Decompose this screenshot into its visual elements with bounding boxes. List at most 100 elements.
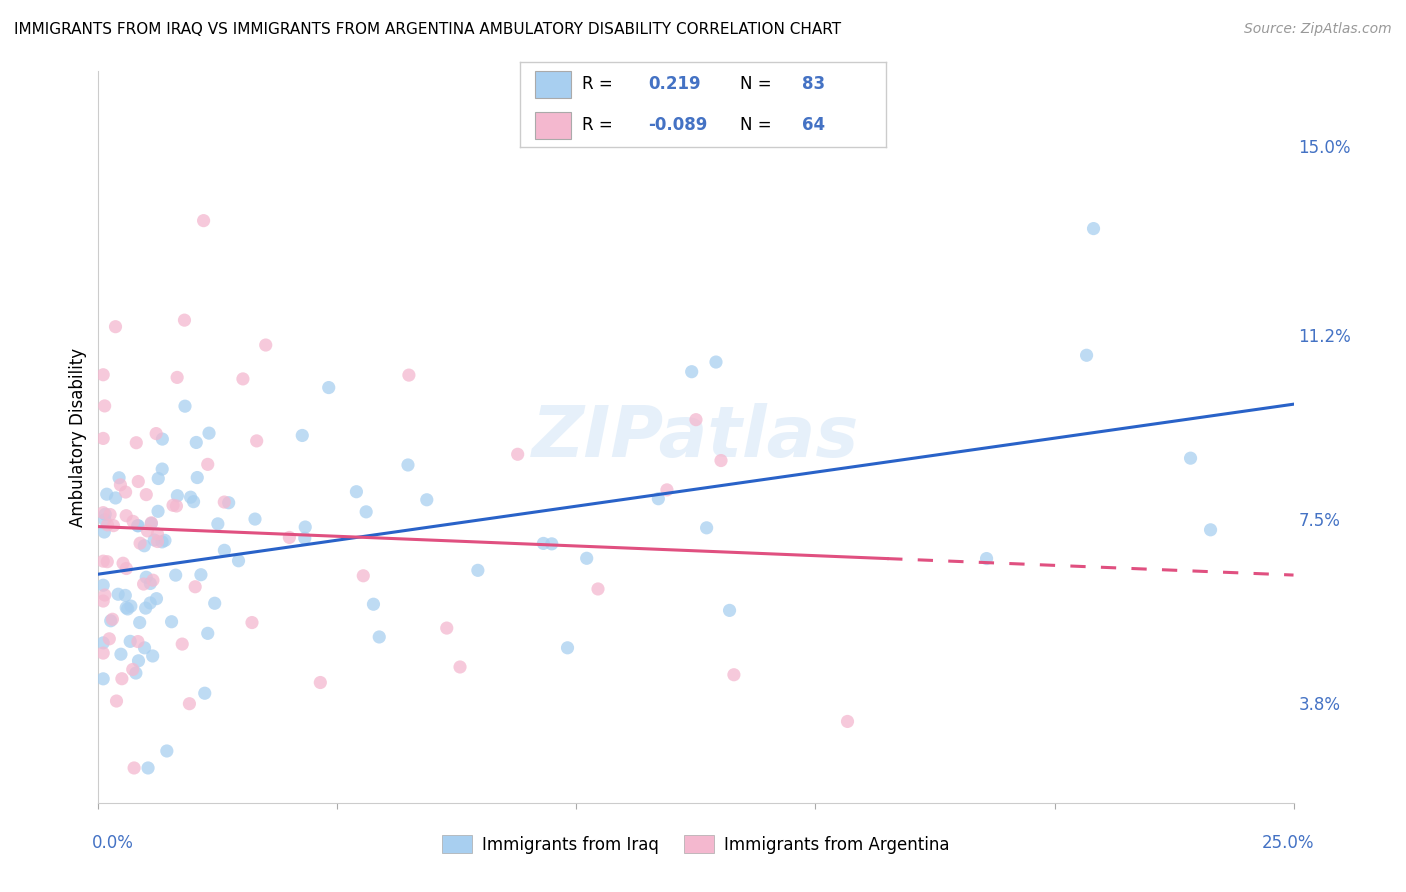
- Point: [586, 582, 609, 596]
- Point: [115, 600, 138, 615]
- Point: [467, 563, 489, 577]
- Point: [278, 531, 301, 545]
- Point: [93, 524, 115, 539]
- Point: [129, 536, 152, 550]
- Point: [207, 516, 229, 531]
- Point: [145, 591, 167, 606]
- Point: [193, 213, 215, 227]
- Text: 25.0%: 25.0%: [1263, 834, 1315, 852]
- Point: [309, 675, 332, 690]
- Point: [240, 615, 263, 630]
- Text: R =: R =: [582, 116, 613, 134]
- Text: 0.219: 0.219: [648, 75, 700, 93]
- Point: [396, 458, 419, 472]
- Point: [352, 568, 374, 582]
- Point: [94, 588, 117, 602]
- Point: [135, 601, 157, 615]
- Point: [214, 543, 236, 558]
- Point: [96, 517, 118, 532]
- Point: [128, 654, 150, 668]
- Point: [139, 596, 162, 610]
- Point: [540, 537, 562, 551]
- Point: [120, 599, 142, 613]
- Point: [114, 485, 136, 500]
- Point: [228, 554, 250, 568]
- Point: [98, 508, 121, 522]
- Point: [190, 567, 212, 582]
- Point: [318, 380, 340, 394]
- Point: [132, 577, 155, 591]
- Point: [150, 462, 173, 476]
- Point: [976, 551, 998, 566]
- Point: [291, 428, 314, 442]
- Point: [197, 458, 219, 472]
- Text: N =: N =: [740, 75, 770, 93]
- Point: [166, 499, 188, 513]
- Y-axis label: Ambulatory Disability: Ambulatory Disability: [69, 348, 87, 526]
- Point: [127, 475, 149, 489]
- Point: [198, 426, 221, 441]
- Point: [179, 697, 201, 711]
- Point: [134, 539, 156, 553]
- Point: [104, 319, 127, 334]
- Text: 0.0%: 0.0%: [91, 834, 134, 852]
- Point: [127, 518, 149, 533]
- Point: [128, 615, 150, 630]
- Point: [146, 504, 169, 518]
- Text: IMMIGRANTS FROM IRAQ VS IMMIGRANTS FROM ARGENTINA AMBULATORY DISABILITY CORRELAT: IMMIGRANTS FROM IRAQ VS IMMIGRANTS FROM …: [14, 22, 841, 37]
- Point: [243, 512, 266, 526]
- Point: [368, 630, 391, 644]
- Point: [107, 587, 129, 601]
- Point: [449, 660, 471, 674]
- Point: [232, 372, 254, 386]
- Point: [150, 432, 173, 446]
- Point: [93, 399, 115, 413]
- Point: [363, 597, 385, 611]
- Point: [156, 744, 179, 758]
- Point: [115, 508, 138, 523]
- Point: [100, 614, 122, 628]
- Point: [108, 471, 131, 485]
- Point: [91, 554, 114, 568]
- Point: [172, 637, 194, 651]
- Point: [165, 568, 187, 582]
- Point: [122, 515, 145, 529]
- Point: [718, 603, 741, 617]
- Point: [91, 594, 114, 608]
- Point: [218, 496, 240, 510]
- Point: [121, 663, 143, 677]
- Point: [214, 495, 236, 509]
- Point: [837, 714, 859, 729]
- Point: [575, 551, 598, 566]
- Point: [91, 578, 114, 592]
- Point: [105, 694, 128, 708]
- Point: [127, 518, 149, 533]
- Point: [110, 647, 132, 661]
- Point: [436, 621, 458, 635]
- Point: [166, 489, 188, 503]
- Point: [127, 634, 149, 648]
- Point: [294, 531, 316, 545]
- Point: [696, 521, 718, 535]
- Point: [115, 561, 138, 575]
- Point: [186, 470, 208, 484]
- Point: [416, 492, 439, 507]
- Point: [704, 355, 727, 369]
- Point: [655, 483, 678, 497]
- Point: [136, 761, 159, 775]
- Point: [96, 555, 118, 569]
- Point: [186, 435, 208, 450]
- Point: [531, 536, 554, 550]
- Point: [254, 338, 277, 352]
- Point: [135, 487, 157, 501]
- Point: [91, 672, 114, 686]
- FancyBboxPatch shape: [534, 71, 571, 98]
- Point: [162, 498, 184, 512]
- Point: [150, 534, 173, 549]
- Point: [197, 626, 219, 640]
- Point: [117, 602, 139, 616]
- Point: [91, 368, 114, 382]
- Point: [135, 570, 157, 584]
- Text: R =: R =: [582, 75, 613, 93]
- Point: [142, 573, 165, 587]
